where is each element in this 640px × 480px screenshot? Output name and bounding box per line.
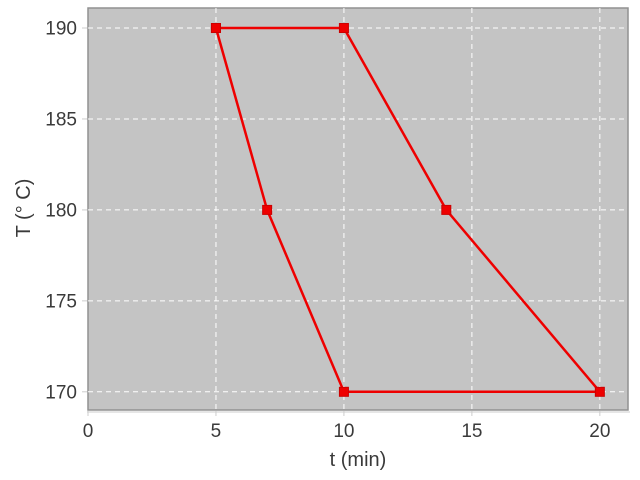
x-tick-label: 5 — [211, 421, 222, 442]
y-tick-label: 190 — [45, 19, 77, 40]
plot-background — [88, 8, 628, 410]
data-series — [210, 23, 605, 397]
x-tick-label: 15 — [461, 421, 482, 442]
data-point-marker — [210, 23, 221, 34]
data-point-marker — [338, 23, 349, 34]
y-tick-label: 180 — [45, 200, 77, 221]
x-tick-label: 20 — [589, 421, 610, 442]
data-point-marker — [262, 204, 273, 215]
data-point-marker — [338, 386, 349, 397]
y-tick-label: 170 — [45, 382, 77, 403]
plot-frame — [87, 7, 629, 411]
x-axis-label: t (min) — [330, 449, 387, 471]
y-tick-label: 185 — [45, 109, 77, 130]
data-point-marker — [594, 386, 605, 397]
data-point-marker — [441, 204, 452, 215]
y-axis-label: T (° C) — [13, 179, 35, 238]
x-tick-label: 10 — [333, 421, 354, 442]
axis-tick-marks — [82, 27, 601, 416]
y-axis-tick-labels: 170 175 180 185 190 — [45, 19, 77, 404]
x-tick-label: 0 — [83, 421, 94, 442]
x-axis-tick-labels: 0 5 10 15 20 — [83, 421, 611, 442]
gridlines — [88, 8, 628, 410]
y-tick-label: 175 — [45, 291, 77, 312]
